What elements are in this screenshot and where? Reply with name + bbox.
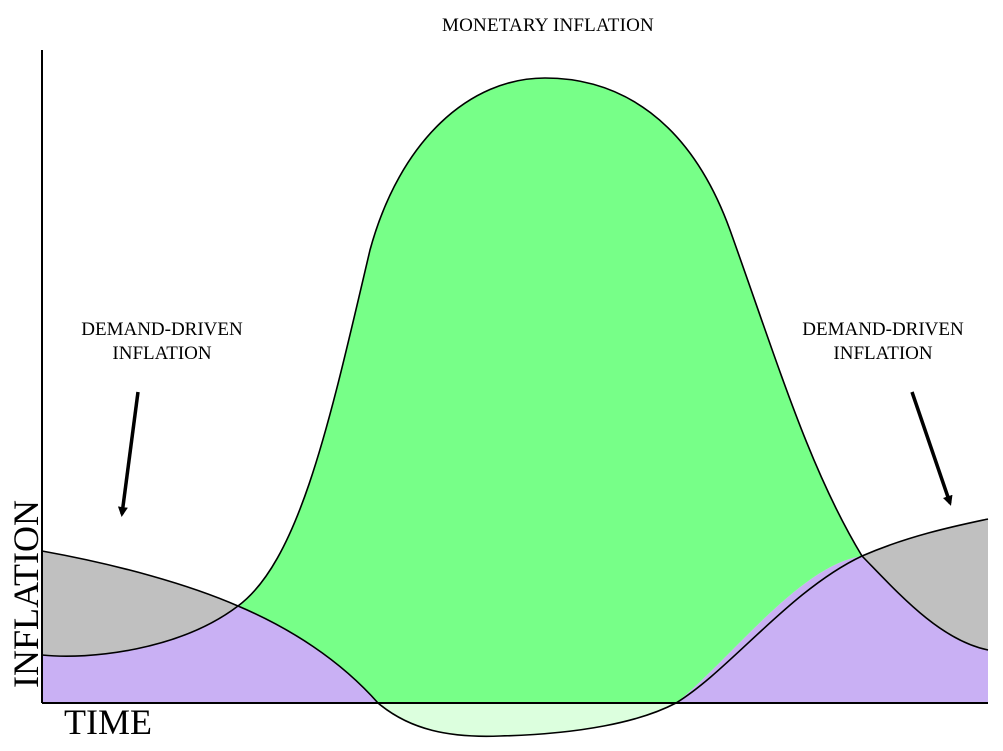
right-annotation-line1: DEMAND-DRIVEN [802, 319, 964, 340]
monetary-inflation-area [238, 78, 862, 703]
left-annotation-line1: DEMAND-DRIVEN [81, 319, 243, 340]
monetary-below-axis-area [378, 703, 676, 737]
right-annotation-line2: INFLATION [833, 342, 933, 364]
right-annotation-arrow [910, 391, 953, 506]
left-annotation-arrow [117, 391, 140, 517]
left-annotation-line2: INFLATION [112, 342, 212, 364]
monetary-curve-outline [237, 77, 989, 651]
diagram-title: MONETARY INFLATION [442, 15, 654, 36]
right-demand-annotation: DEMAND-DRIVEN INFLATION [763, 318, 1003, 366]
x-axis-label: TIME [64, 702, 152, 742]
left-demand-annotation: DEMAND-DRIVEN INFLATION [42, 318, 282, 366]
y-axis-label: INFLATION [6, 500, 46, 688]
purple-base-area [42, 556, 988, 703]
demand-curve-outline [41, 518, 989, 738]
purple-curve-outline [41, 605, 239, 657]
